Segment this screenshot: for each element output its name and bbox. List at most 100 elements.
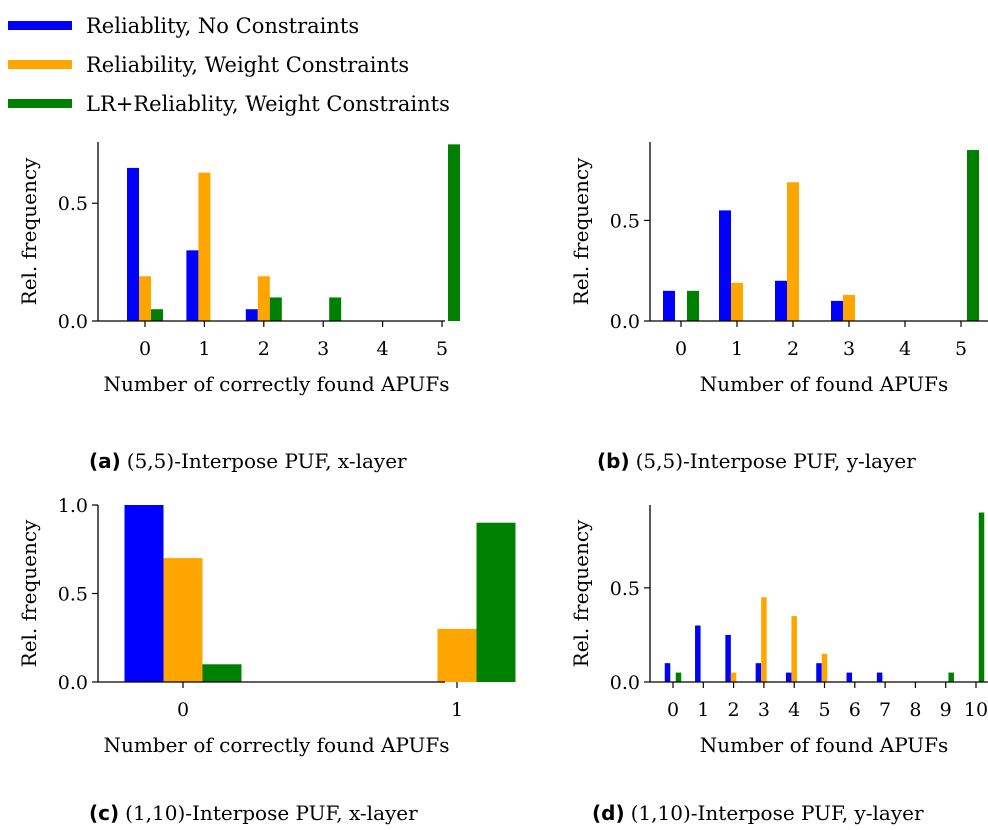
bar [257, 276, 270, 321]
bar [785, 672, 792, 682]
y-tick-label: 0.5 [58, 193, 88, 215]
bar [437, 628, 477, 682]
y-axis-label: Rel. frequency [17, 157, 41, 305]
y-axis-label: Rel. frequency [569, 519, 593, 667]
x-tick-label: 5 [436, 338, 448, 360]
legend-swatch [8, 99, 72, 108]
bar [269, 297, 282, 321]
caption-text: (1,10)-Interpose PUF, y-layer [630, 801, 924, 825]
caption-text: (5,5)-Interpose PUF, x-layer [126, 449, 407, 473]
bar [127, 167, 139, 321]
bar [663, 290, 675, 321]
legend: Reliablity, No Constraints Reliability, … [8, 6, 450, 123]
bar [831, 300, 843, 321]
legend-item-weight-constraints: Reliability, Weight Constraints [8, 45, 450, 84]
bar [821, 653, 828, 682]
caption-text: (5,5)-Interpose PUF, y-layer [635, 449, 916, 473]
x-axis-label: Number of found APUFs [700, 733, 949, 757]
bar [755, 663, 762, 682]
bar [163, 558, 203, 682]
x-tick-label: 3 [317, 338, 329, 360]
x-tick-label: 1 [731, 338, 743, 360]
caption-text: (1,10)-Interpose PUF, x-layer [125, 801, 418, 825]
legend-item-no-constraints: Reliablity, No Constraints [8, 6, 450, 45]
legend-label: Reliability, Weight Constraints [86, 52, 410, 77]
bar [787, 182, 799, 321]
y-tick-label: 1.0 [58, 495, 88, 517]
y-axis-label: Rel. frequency [569, 157, 593, 305]
x-tick-label: 4 [899, 338, 911, 360]
bar [761, 597, 767, 682]
bar [695, 625, 701, 682]
x-tick-label: 5 [818, 699, 830, 721]
bar [687, 290, 699, 321]
legend-label: LR+Reliablity, Weight Constraints [86, 91, 450, 116]
x-tick-label: 4 [377, 338, 389, 360]
x-axis-label: Number of correctly found APUFs [103, 372, 449, 396]
y-axis-label: Rel. frequency [17, 519, 41, 667]
bar [978, 512, 985, 682]
x-tick-label: 5 [955, 338, 967, 360]
caption-d: (d) (1,10)-Interpose PUF, y-layer [592, 801, 924, 825]
y-tick-label: 0.0 [610, 311, 640, 333]
caption-tag: (c) [89, 801, 120, 825]
bar [186, 250, 199, 321]
x-tick-label: 3 [758, 699, 770, 721]
x-tick-label: 0 [177, 699, 189, 721]
x-tick-label: 10 [964, 699, 988, 721]
bar [675, 672, 682, 682]
bar [664, 663, 671, 682]
caption-c: (c) (1,10)-Interpose PUF, x-layer [89, 801, 418, 825]
x-tick-label: 3 [843, 338, 855, 360]
x-tick-label: 2 [787, 338, 799, 360]
bar [725, 634, 731, 682]
bar [967, 150, 979, 321]
legend-swatch [8, 21, 72, 30]
legend-label: Reliablity, No Constraints [86, 13, 360, 38]
bar [245, 309, 258, 321]
x-tick-label: 1 [198, 338, 210, 360]
legend-swatch [8, 60, 72, 69]
x-axis-label: Number of found APUFs [700, 372, 949, 396]
x-tick-label: 7 [879, 699, 891, 721]
bar [876, 672, 883, 682]
x-tick-label: 9 [940, 699, 952, 721]
caption-a: (a) (5,5)-Interpose PUF, x-layer [89, 449, 407, 473]
x-tick-label: 1 [451, 699, 463, 721]
caption-b: (b) (5,5)-Interpose PUF, y-layer [597, 449, 916, 473]
bar [329, 297, 342, 321]
bar [719, 210, 731, 321]
caption-tag: (d) [592, 801, 625, 825]
chart-d: 0.0 0.5 0 1 2 3 4 5 6 7 8 9 10 Number of found APUFs R… [569, 505, 988, 757]
x-tick-label: 0 [667, 699, 679, 721]
bar [791, 616, 797, 682]
x-tick-label: 2 [258, 338, 270, 360]
x-tick-label: 4 [788, 699, 800, 721]
bar [816, 663, 822, 682]
x-tick-label: 6 [849, 699, 861, 721]
y-tick-label: 0.5 [610, 210, 640, 232]
x-tick-label: 2 [728, 699, 740, 721]
bar [124, 505, 164, 682]
bar [730, 672, 737, 682]
y-tick-label: 0.5 [610, 578, 640, 600]
x-axis-label: Number of correctly found APUFs [103, 733, 449, 757]
chart-a: 0.0 0.5 0 1 2 3 4 5 Number of correctly found AP… [17, 142, 460, 396]
bar [202, 664, 242, 682]
y-tick-label: 0.0 [610, 672, 640, 694]
y-tick-label: 0.5 [58, 584, 88, 606]
x-tick-label: 0 [139, 338, 151, 360]
y-tick-label: 0.0 [58, 672, 88, 694]
bar [846, 672, 853, 682]
bar [775, 280, 787, 321]
caption-tag: (a) [89, 449, 121, 473]
chart-b: 0.0 0.5 0 1 2 3 4 5 Number of found APUFs Rel. fr… [569, 142, 988, 396]
bar [448, 144, 460, 321]
bar [198, 172, 211, 321]
bar [139, 276, 151, 321]
caption-tag: (b) [597, 449, 630, 473]
bar [731, 282, 743, 321]
